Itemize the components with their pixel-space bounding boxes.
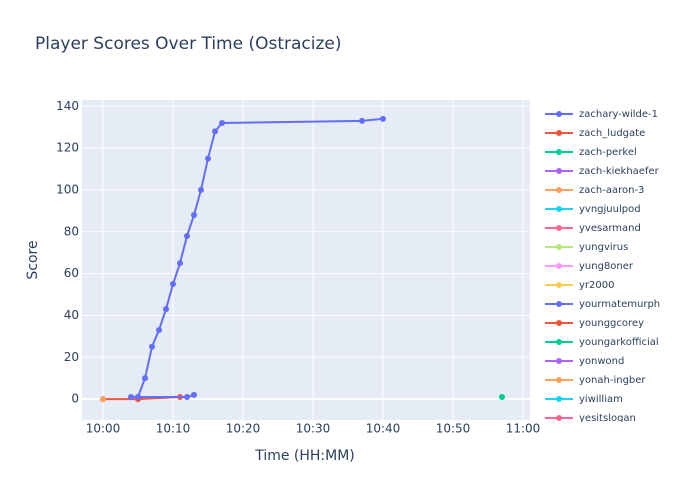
legend-swatch-marker — [556, 130, 562, 136]
x-axis-label: Time (HH:MM) — [254, 448, 355, 464]
legend-swatch-marker — [556, 377, 562, 383]
data-point — [380, 115, 386, 122]
legend-swatch-marker — [556, 396, 562, 402]
plot-area — [82, 100, 530, 420]
y-tick-label: 60 — [64, 266, 79, 280]
series-line — [131, 393, 195, 398]
x-tick-label: 10:00 — [86, 422, 121, 436]
legend-swatch-marker — [556, 301, 562, 307]
data-point — [359, 117, 365, 124]
legend-label: yonwond — [579, 356, 624, 367]
y-tick-label: 80 — [64, 224, 79, 238]
legend-label: yr2000 — [579, 280, 614, 291]
grid — [82, 100, 530, 420]
legend-item[interactable]: yonah-ingber — [545, 375, 646, 386]
legend-label: yungvirus — [579, 242, 628, 253]
data-point — [205, 155, 211, 162]
legend-item[interactable]: yvesarmand — [545, 223, 641, 234]
legend-label: yourmatemurph — [579, 299, 660, 310]
x-tick-label: 10:40 — [366, 422, 401, 436]
y-tick-label: 120 — [56, 141, 79, 155]
legend-item[interactable]: yvngjuulpod — [545, 204, 641, 215]
legend-swatch-marker — [556, 111, 562, 117]
y-axis-label: Score — [25, 240, 41, 279]
legend-item[interactable]: zachary-wilde-1 — [545, 109, 658, 120]
legend-swatch-marker — [556, 187, 562, 193]
legend-item[interactable]: yourmatemurph — [545, 299, 660, 310]
legend-label: yesitslogan — [579, 413, 636, 424]
legend-swatch-marker — [556, 320, 562, 326]
y-tick-label: 40 — [64, 308, 79, 322]
data-point — [170, 281, 176, 288]
data-point — [212, 128, 218, 135]
legend-label: zach-kiekhaefer — [579, 166, 660, 177]
legend-swatch-marker — [556, 415, 562, 421]
legend-label: zachary-wilde-1 — [579, 109, 658, 120]
legend-label: yung8oner — [579, 261, 634, 272]
legend-label: zach-perkel — [579, 147, 637, 158]
legend-item[interactable]: yesitslogan — [545, 413, 636, 424]
legend-label: yiwilliam — [579, 394, 623, 405]
legend-swatch-marker — [556, 149, 562, 155]
y-tick-label: 20 — [64, 350, 79, 364]
legend-swatch-marker — [556, 358, 562, 364]
data-point — [184, 232, 190, 239]
data-point — [156, 327, 162, 334]
x-tick-label: 10:50 — [436, 422, 471, 436]
data-point — [499, 393, 505, 400]
y-tick-label: 100 — [56, 182, 79, 196]
y-tick-label: 0 — [71, 392, 79, 406]
legend-swatch-marker — [556, 244, 562, 250]
data-point — [198, 186, 204, 193]
data-point — [128, 393, 134, 400]
legend-swatch-marker — [556, 282, 562, 288]
legend-swatch-marker — [556, 263, 562, 269]
legend-item[interactable]: younggcorey — [545, 318, 644, 329]
legend-item[interactable]: yung8oner — [545, 261, 634, 272]
data-point — [191, 212, 197, 219]
x-tick-label: 11:00 — [506, 422, 541, 436]
legend-label: yvesarmand — [579, 223, 641, 234]
legend-item[interactable]: yonwond — [545, 356, 624, 367]
legend-item[interactable]: zach-perkel — [545, 147, 637, 158]
data-point — [163, 306, 169, 313]
legend-item[interactable]: zach-kiekhaefer — [545, 166, 660, 177]
data-point — [135, 393, 141, 400]
x-tick-label: 10:10 — [156, 422, 191, 436]
legend-label: yonah-ingber — [579, 375, 646, 386]
legend-item[interactable]: yiwilliam — [545, 394, 623, 405]
legend-item[interactable]: zach_ludgate — [545, 128, 645, 139]
data-point — [219, 120, 225, 127]
legend-swatch-marker — [556, 168, 562, 174]
legend-label: youngarkofficial — [579, 337, 659, 348]
legend[interactable]: zachary-wilde-1 zach_ludgate zach-perkel za… — [545, 109, 660, 424]
legend-label: zach_ludgate — [579, 128, 645, 139]
data-point — [149, 343, 155, 350]
legend-label: zach-aaron-3 — [579, 185, 644, 196]
legend-swatch-marker — [556, 225, 562, 231]
legend-swatch-marker — [556, 339, 562, 345]
data-point — [184, 393, 190, 400]
marks — [100, 115, 505, 403]
chart-title: Player Scores Over Time (Ostracize) — [35, 34, 342, 54]
legend-label: younggcorey — [579, 318, 644, 329]
x-tick-label: 10:30 — [296, 422, 331, 436]
data-point — [191, 391, 197, 398]
legend-item[interactable]: yr2000 — [545, 280, 614, 291]
data-point — [142, 375, 148, 382]
legend-item[interactable]: youngarkofficial — [545, 337, 659, 348]
data-point — [177, 260, 183, 267]
y-tick-label: 140 — [56, 99, 79, 113]
data-point — [100, 396, 106, 403]
x-tick-label: 10:20 — [226, 422, 261, 436]
legend-swatch-marker — [556, 206, 562, 212]
legend-label: yvngjuulpod — [579, 204, 641, 215]
legend-item[interactable]: yungvirus — [545, 242, 628, 253]
legend-item[interactable]: zach-aaron-3 — [545, 185, 644, 196]
